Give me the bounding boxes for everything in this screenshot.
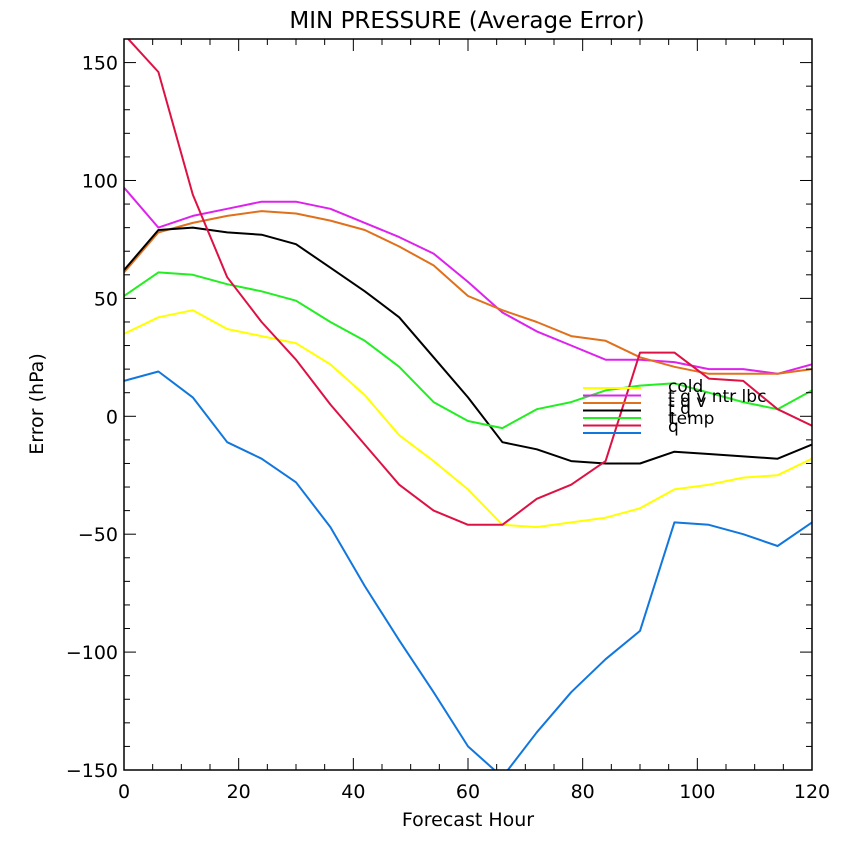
axes-layer: 0 20 40 60 80 100 120 150 100 50 0 −50 −100 −150	[66, 38, 830, 803]
legend-label-t-q-v-ntr-lbc: t q v ntr lbc	[668, 387, 766, 407]
y-tick-label: −50	[78, 524, 118, 546]
series-line-cold	[124, 309, 812, 529]
x-axis-label: Forecast Hour	[402, 809, 534, 831]
legend-label-t-q-v: t q v	[668, 392, 706, 412]
series-line-q	[124, 370, 812, 770]
series-layer	[124, 39, 812, 770]
y-axis-label: Error (hPa)	[26, 353, 48, 454]
series-line-t	[126, 39, 812, 526]
series-line-t-q	[124, 226, 812, 465]
y-tick-label: 50	[94, 288, 118, 310]
legend-label-cold: cold	[668, 377, 703, 397]
y-tick-label: −150	[66, 760, 118, 782]
legend-label-t-q: t q	[668, 399, 691, 419]
x-tick-label: 80	[571, 781, 595, 803]
chart-title: MIN PRESSURE (Average Error)	[289, 8, 644, 34]
legend-label-q: q	[668, 417, 679, 437]
x-tick-label: 120	[794, 781, 830, 803]
series-line-t-q-v-ntr-lbc	[124, 186, 812, 375]
y-tick-label: 150	[82, 53, 118, 75]
y-tick-label: −100	[66, 642, 118, 664]
series-line-t-q-v	[124, 210, 812, 375]
x-tick-label: 0	[118, 781, 130, 803]
x-tick-label: 40	[341, 781, 365, 803]
x-tick-label: 20	[227, 781, 251, 803]
legend-label-t: t	[668, 409, 675, 429]
y-tick-label: 0	[106, 406, 118, 428]
series-line-temp	[124, 271, 812, 430]
y-tick-label: 100	[82, 170, 118, 192]
x-tick-label: 100	[679, 781, 715, 803]
x-tick-label: 60	[456, 781, 480, 803]
legend-label-temp: temp	[670, 409, 714, 429]
